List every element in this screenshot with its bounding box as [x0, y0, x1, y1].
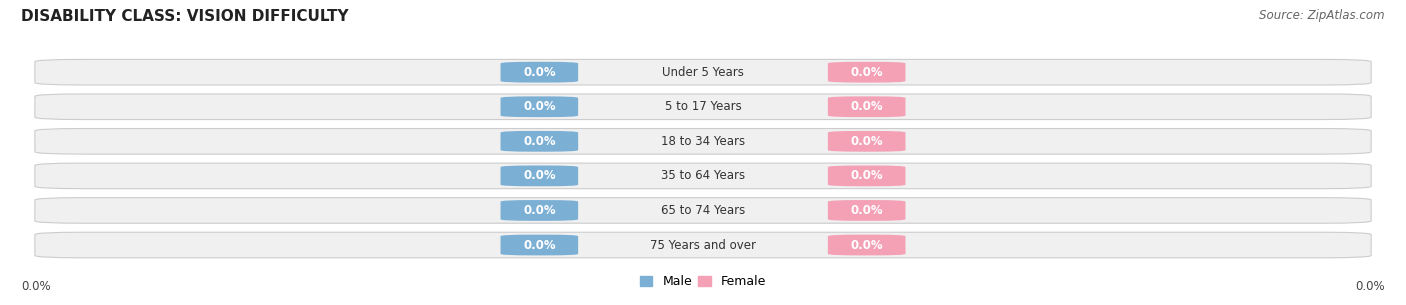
Text: 0.0%: 0.0% [851, 135, 883, 148]
Text: 0.0%: 0.0% [523, 239, 555, 252]
FancyBboxPatch shape [828, 96, 905, 117]
FancyBboxPatch shape [501, 200, 578, 221]
Text: Source: ZipAtlas.com: Source: ZipAtlas.com [1260, 9, 1385, 22]
FancyBboxPatch shape [35, 163, 1371, 189]
FancyBboxPatch shape [35, 232, 1371, 258]
Text: 0.0%: 0.0% [851, 204, 883, 217]
Text: DISABILITY CLASS: VISION DIFFICULTY: DISABILITY CLASS: VISION DIFFICULTY [21, 9, 349, 24]
Text: 0.0%: 0.0% [1355, 280, 1385, 293]
Text: 5 to 17 Years: 5 to 17 Years [665, 100, 741, 113]
FancyBboxPatch shape [828, 166, 905, 186]
FancyBboxPatch shape [828, 62, 905, 83]
FancyBboxPatch shape [501, 96, 578, 117]
Text: 0.0%: 0.0% [21, 280, 51, 293]
Text: 0.0%: 0.0% [523, 169, 555, 182]
Text: 75 Years and over: 75 Years and over [650, 239, 756, 252]
FancyBboxPatch shape [828, 131, 905, 152]
Text: 0.0%: 0.0% [523, 66, 555, 79]
FancyBboxPatch shape [828, 200, 905, 221]
Text: 0.0%: 0.0% [851, 66, 883, 79]
FancyBboxPatch shape [35, 198, 1371, 223]
Legend: Male, Female: Male, Female [636, 270, 770, 293]
FancyBboxPatch shape [501, 62, 578, 83]
Text: Under 5 Years: Under 5 Years [662, 66, 744, 79]
Text: 18 to 34 Years: 18 to 34 Years [661, 135, 745, 148]
FancyBboxPatch shape [501, 166, 578, 186]
Text: 0.0%: 0.0% [851, 239, 883, 252]
Text: 0.0%: 0.0% [851, 169, 883, 182]
FancyBboxPatch shape [501, 131, 578, 152]
Text: 0.0%: 0.0% [851, 100, 883, 113]
FancyBboxPatch shape [501, 235, 578, 255]
Text: 0.0%: 0.0% [523, 135, 555, 148]
FancyBboxPatch shape [35, 59, 1371, 85]
FancyBboxPatch shape [35, 94, 1371, 120]
Text: 35 to 64 Years: 35 to 64 Years [661, 169, 745, 182]
Text: 0.0%: 0.0% [523, 204, 555, 217]
FancyBboxPatch shape [828, 235, 905, 255]
Text: 65 to 74 Years: 65 to 74 Years [661, 204, 745, 217]
Text: 0.0%: 0.0% [523, 100, 555, 113]
FancyBboxPatch shape [35, 128, 1371, 154]
